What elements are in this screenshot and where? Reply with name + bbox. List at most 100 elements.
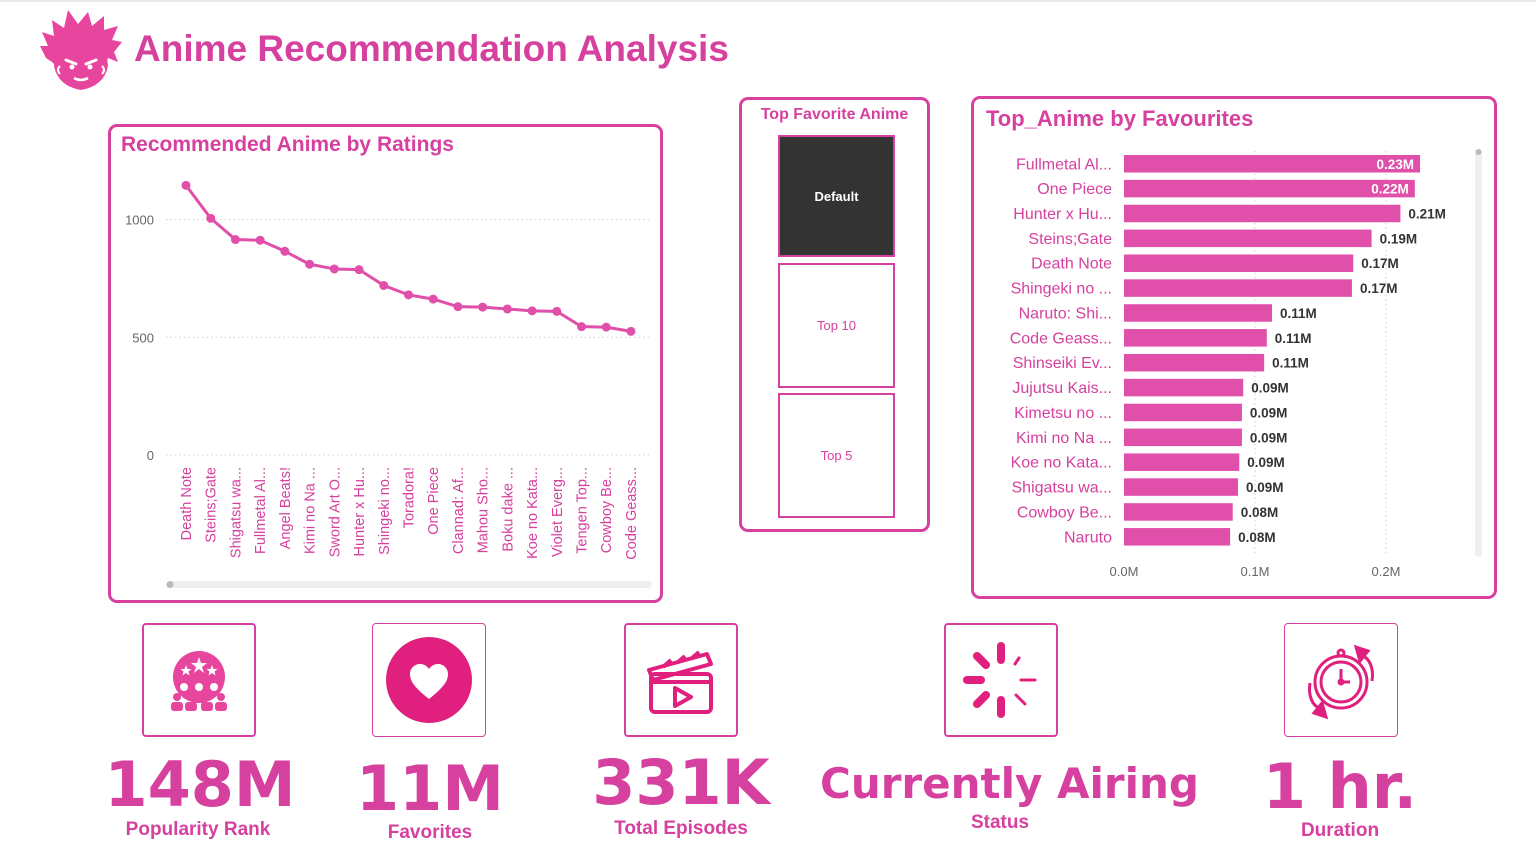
x-tick-label: Shigatsu wa... (228, 467, 244, 558)
popularity-rank-value: 148M (104, 748, 296, 821)
ratings-point (601, 322, 611, 332)
line-chart: 0 500 1000 Death Note Steins;Gate Shigatsu wa… (125, 180, 652, 588)
x-tick-label: Sword Art O... (327, 467, 343, 557)
favourites-bar (1124, 279, 1352, 297)
anime-character-logo (38, 6, 124, 90)
x-tick-label: 0.0M (1110, 564, 1139, 579)
status-label: Status (970, 812, 1030, 833)
page-title: Anime Recommendation Analysis (134, 28, 729, 69)
favourites-bar (1124, 329, 1267, 347)
x-tick-label: Kimi no Na ... (303, 467, 319, 554)
ratings-point (403, 290, 413, 300)
ratings-line (184, 184, 632, 333)
ratings-point (478, 302, 488, 312)
scrollbar-thumb (166, 581, 174, 588)
x-tick-label: Koe no Kata... (525, 467, 541, 559)
ratings-point (206, 213, 216, 223)
bar-category-label: Kimetsu no ... (1014, 405, 1112, 422)
favourites-bar (1124, 204, 1401, 223)
bar-category-label: Steins;Gate (1028, 231, 1112, 248)
slicer-title: Top Favorite Anime (760, 106, 909, 123)
ratings-point (230, 235, 240, 245)
stopwatch-icon (1284, 623, 1398, 737)
x-tick-label: Code Geass... (624, 467, 640, 560)
slicer-option-default[interactable]: Default (778, 135, 895, 257)
total-episodes-value: 331K (592, 746, 770, 819)
bar-data-label: 0.09M (1250, 405, 1288, 420)
slicer-option-top-5[interactable]: Top 5 (778, 393, 895, 518)
ratings-point (181, 180, 191, 190)
bar-category-label: Hunter x Hu... (1013, 206, 1112, 223)
bar-category-label: Kimi no Na ... (1016, 430, 1112, 447)
clapperboard-icon (624, 623, 738, 737)
bar-category-label: Shigatsu wa... (1012, 480, 1113, 497)
y-tick-label: 1000 (125, 213, 154, 228)
bar-data-label: 0.23M (1377, 157, 1415, 172)
x-tick-label: Toradora! (401, 467, 417, 528)
favourites-bar (1124, 528, 1231, 546)
loading-spinner-icon (944, 623, 1058, 737)
favourites-bar (1124, 229, 1372, 248)
bar-data-label: 0.09M (1251, 381, 1289, 396)
x-tick-label: Steins;Gate (204, 467, 220, 543)
bar-category-label: Code Geass... (1010, 330, 1112, 347)
bar-data-label: 0.08M (1238, 530, 1276, 545)
x-tick-label: Angel Beats! (278, 467, 294, 549)
bar-category-label: Fullmetal Al... (1016, 156, 1112, 173)
bar-data-label: 0.09M (1247, 455, 1285, 470)
ratings-point (428, 294, 438, 304)
ratings-point (502, 304, 512, 314)
duration-value: 1 hr. (1262, 750, 1418, 823)
y-tick-label: 500 (132, 330, 154, 345)
favourites-bar (1124, 453, 1240, 471)
bar-data-label: 0.22M (1371, 182, 1409, 197)
favorites-label: Favorites (387, 822, 473, 843)
favorites-value: 11M (356, 752, 504, 825)
status-value: Currently Airing (820, 759, 1199, 808)
bar-data-label: 0.09M (1250, 430, 1288, 445)
favourites-bar (1124, 428, 1242, 447)
x-tick-label: Clannad: Af... (451, 467, 467, 554)
ratings-point (329, 264, 339, 274)
scrollbar-thumb (1475, 149, 1482, 155)
favourites-bar (1124, 403, 1242, 422)
favourites-bar (1124, 503, 1233, 521)
bar-chart-title: Top_Anime by Favourites (986, 106, 1254, 131)
bar-data-label: 0.19M (1380, 231, 1418, 246)
slicer-option-top-10[interactable]: Top 10 (778, 263, 895, 388)
bar-data-label: 0.11M (1272, 356, 1309, 371)
bar-category-label: One Piece (1037, 181, 1112, 198)
bar-category-label: Naruto (1064, 529, 1112, 546)
top-divider (0, 0, 1536, 2)
x-tick-label: Death Note (179, 467, 195, 540)
duration-label: Duration (1300, 820, 1380, 841)
ratings-point (280, 246, 290, 256)
bar-category-label: Jujutsu Kais... (1012, 380, 1112, 397)
ratings-point (453, 302, 463, 312)
ratings-point (255, 235, 265, 245)
x-tick-label: Mahou Sho... (476, 467, 492, 553)
bar-data-label: 0.11M (1275, 331, 1312, 346)
x-tick-label: Violet Everg... (550, 467, 566, 557)
x-tick-label: Cowboy Be... (599, 467, 615, 553)
bar-data-label: 0.11M (1280, 306, 1317, 321)
x-tick-label: Tengen Top... (575, 467, 591, 554)
bar-category-label: Cowboy Be... (1017, 504, 1112, 521)
line-chart-panel: Recommended Anime by Ratings 0 500 1000 Dea… (108, 124, 663, 603)
ratings-point (577, 322, 587, 332)
x-tick-label: Boku dake ... (500, 467, 516, 552)
total-episodes-label: Total Episodes (614, 818, 748, 839)
ratings-point (626, 326, 636, 336)
x-tick-label: Fullmetal Al... (253, 467, 269, 554)
bar-data-label: 0.21M (1408, 206, 1446, 221)
ratings-point (552, 306, 562, 316)
vertical-scrollbar (1475, 149, 1482, 557)
bar-data-label: 0.17M (1361, 256, 1399, 271)
favourites-bar (1124, 155, 1421, 173)
popularity-rank-label: Popularity Rank (125, 819, 271, 840)
bar-chart-panel: Top_Anime by Favourites 0.0M 0.1M 0.2M Full… (971, 96, 1497, 599)
ratings-point (354, 265, 364, 275)
ratings-point (527, 306, 537, 316)
bar-category-label: Shinseiki Ev... (1013, 355, 1112, 372)
audience-icon (142, 623, 256, 737)
